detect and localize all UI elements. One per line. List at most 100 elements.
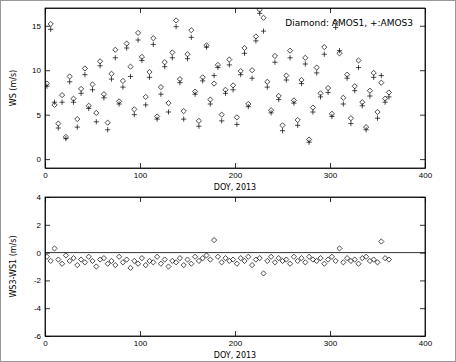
diamond-marker	[166, 101, 171, 106]
plus-marker	[147, 75, 152, 80]
tick: 300	[324, 331, 338, 348]
tick-mark	[420, 280, 425, 281]
tick: 2	[37, 221, 50, 230]
plus-marker	[105, 127, 110, 132]
plus-marker	[371, 75, 376, 80]
plus-marker	[79, 91, 84, 96]
tick	[420, 308, 425, 309]
diamond-marker	[337, 246, 342, 251]
plus-marker	[208, 101, 213, 106]
plus-marker	[238, 72, 243, 77]
tick-mark	[140, 8, 141, 13]
diamond-marker	[215, 254, 220, 259]
plus-marker	[234, 122, 239, 127]
diamond-marker	[234, 115, 239, 120]
diamond-marker	[105, 120, 110, 125]
diamond-marker	[181, 263, 186, 268]
plus-marker	[352, 88, 357, 93]
diamond-marker	[265, 258, 270, 263]
tick: 5	[37, 111, 50, 120]
plot-area	[45, 237, 425, 276]
plus-marker	[174, 24, 179, 29]
tick-mark	[140, 197, 141, 202]
diamond-marker	[189, 261, 194, 266]
plus-marker	[329, 114, 334, 119]
diamond-marker	[288, 261, 293, 266]
tick-label: 300	[324, 171, 338, 180]
plus-marker	[113, 55, 118, 60]
plus-marker	[193, 92, 198, 97]
tick	[420, 26, 425, 27]
diamond-marker	[52, 246, 57, 251]
diamond-marker	[143, 94, 148, 99]
tick-label: 15	[32, 22, 41, 31]
tick-label: 4	[37, 193, 42, 202]
tick-mark	[45, 336, 50, 337]
diamond-marker	[284, 257, 289, 262]
plus-marker	[269, 110, 274, 115]
plus-marker	[124, 45, 129, 50]
diamond-marker	[128, 265, 133, 270]
tick-mark	[45, 197, 50, 198]
plus-marker	[185, 56, 190, 61]
plus-marker	[364, 127, 369, 132]
plus-marker	[261, 29, 266, 34]
plus-marker	[60, 100, 65, 105]
plus-marker	[379, 73, 384, 78]
tick: 100	[134, 331, 148, 348]
diamond-marker	[56, 121, 61, 126]
diamond-marker	[227, 57, 232, 62]
tick-mark	[420, 159, 425, 160]
annotation: Diamond: AMOS1, +:AMOS3	[285, 18, 413, 28]
diamond-marker	[45, 254, 50, 259]
diamond-marker	[231, 83, 236, 88]
diamond-marker	[48, 258, 53, 263]
diamond-marker	[158, 261, 163, 266]
tick	[420, 197, 425, 198]
diamond-marker	[322, 45, 327, 50]
tick-mark	[420, 225, 425, 226]
plus-marker	[63, 136, 68, 141]
tick-mark	[45, 115, 50, 116]
y-axis-right	[420, 9, 426, 169]
y-axis-right	[420, 198, 426, 337]
diamond-marker	[208, 257, 213, 262]
diamond-marker	[379, 239, 384, 244]
tick-mark	[45, 308, 50, 309]
plus-marker	[284, 77, 289, 82]
diamond-marker	[318, 256, 323, 261]
plus-marker	[158, 92, 163, 97]
tick-mark	[45, 225, 50, 226]
plus-marker	[337, 48, 342, 53]
plus-marker	[345, 76, 350, 81]
plus-marker	[86, 106, 91, 111]
plus-marker	[299, 81, 304, 86]
diamond-marker	[246, 254, 251, 259]
diamond-marker	[352, 84, 357, 89]
plus-marker	[181, 117, 186, 122]
tick: -4	[34, 304, 50, 313]
tick-label: 0	[37, 249, 42, 258]
tick-mark	[235, 331, 236, 336]
tick	[140, 8, 141, 13]
plus-marker	[67, 79, 72, 84]
diamond-marker	[79, 86, 84, 91]
tick-label: 100	[134, 171, 148, 180]
diamond-marker	[124, 41, 129, 46]
outer-border	[1, 1, 456, 362]
diamond-marker	[158, 85, 163, 90]
plot-frame	[45, 8, 425, 168]
diamond-marker	[356, 261, 361, 266]
diamond-marker	[86, 254, 91, 259]
tick-label: 0	[43, 339, 48, 348]
plus-marker	[101, 95, 106, 100]
tick-label: 10	[32, 66, 41, 75]
tick-mark	[140, 331, 141, 336]
diamond-marker	[333, 258, 338, 263]
tick-label: -2	[34, 276, 42, 285]
diamond-marker	[151, 260, 156, 265]
plus-marker	[265, 85, 270, 90]
diamond-marker	[242, 258, 247, 263]
diamond-marker	[101, 256, 106, 261]
diamond-marker	[303, 55, 308, 60]
